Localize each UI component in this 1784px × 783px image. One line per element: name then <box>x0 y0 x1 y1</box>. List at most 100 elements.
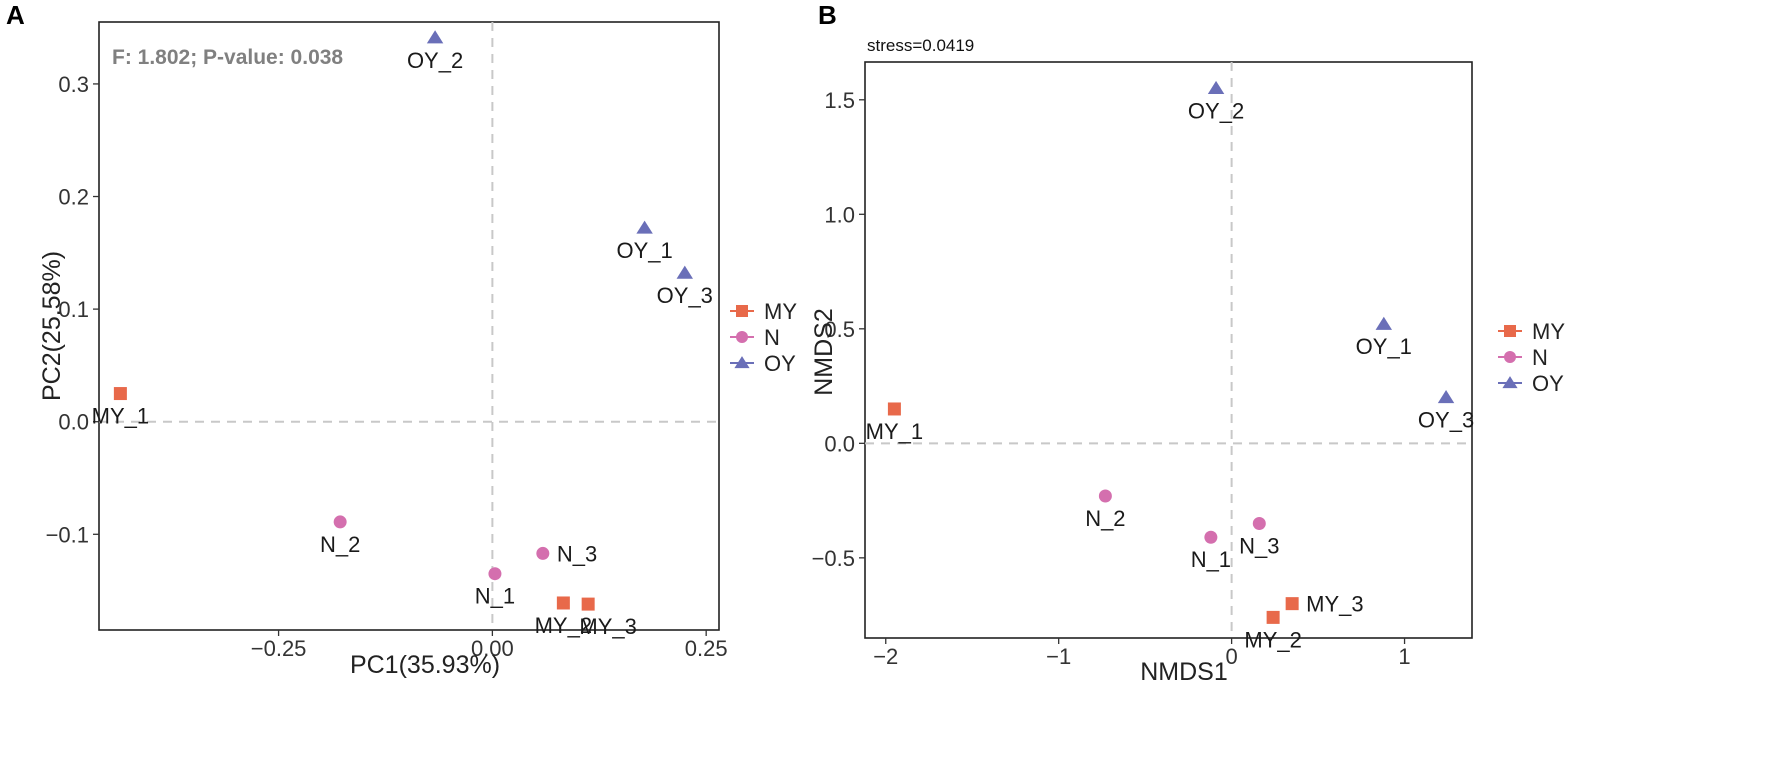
panel-b-y-tick-label: 1.5 <box>824 88 855 113</box>
panel-a-y-axis: −0.1 0.0 0.1 0.2 0.3 <box>46 72 99 547</box>
panel-b-y-tick-label: 0.5 <box>824 317 855 342</box>
point-label: MY_1 <box>866 419 923 444</box>
panel-b-y-axis: −0.5 0.0 0.5 1.0 1.5 <box>812 88 865 571</box>
panel-a-plot-frame <box>98 21 720 631</box>
marker-n <box>1204 530 1218 544</box>
scatter-point-oy-1: OY_1 <box>616 220 673 263</box>
point-label: OY_3 <box>657 283 713 308</box>
marker-oy <box>676 265 694 279</box>
panel-a-letter: A <box>6 0 25 30</box>
scatter-point-n-1: N_1 <box>475 567 515 609</box>
panel-a-y-label: PC2(25.58%) <box>38 251 66 401</box>
panel-b-x-tick-label: 0 <box>1225 644 1237 669</box>
marker-n <box>488 567 502 581</box>
scatter-point-oy-2: OY_2 <box>1188 80 1244 123</box>
marker-my <box>556 596 570 610</box>
marker-n <box>1252 516 1266 530</box>
panel-b-x-tick-label: 1 <box>1398 644 1410 669</box>
legend-marker-my <box>736 305 748 317</box>
marker-oy <box>636 220 653 234</box>
marker-n <box>536 546 550 560</box>
panel-b-y-tick-label: 1.0 <box>824 202 855 227</box>
legend-label: MY <box>1532 319 1565 344</box>
scatter-point-oy-1: OY_1 <box>1356 316 1412 359</box>
legend-marker-oy <box>734 356 750 369</box>
point-label: N_2 <box>1085 506 1125 531</box>
scatter-point-my-3: MY_3 <box>579 597 637 639</box>
legend-label: OY <box>1532 371 1564 396</box>
scatter-point-my-2: MY_2 <box>535 596 592 638</box>
legend-marker-n <box>1504 351 1516 363</box>
marker-my <box>1266 610 1280 624</box>
point-label: OY_1 <box>1356 334 1412 359</box>
scatter-point-oy-2: OY_2 <box>407 30 463 73</box>
scatter-point-n-2: N_2 <box>320 515 360 557</box>
marker-my <box>887 402 901 416</box>
panel-b: B stress=0.0419 −2 −1 0 1 −0.50.00.51.01.5 … <box>810 0 1565 686</box>
panel-a-y-tick-label: 0.0 <box>58 410 89 435</box>
point-label: MY_3 <box>579 614 636 639</box>
scatter-point-my-3: MY_3 <box>1285 592 1364 617</box>
panel-a-y-tick-label: 0.3 <box>58 72 89 97</box>
panel-a: A F: 1.802; P-value: 0.038 −0.25 0.00 0.25… <box>6 0 797 679</box>
legend-item-oy: OY <box>730 351 796 376</box>
panel-a-points: MY_1 MY_2MY_3 N_1 N_2 N_3 OY_1 OY_2 OY_3 <box>92 30 713 639</box>
panel-a-reference-lines <box>99 22 719 630</box>
marker-n <box>333 515 347 529</box>
scatter-point-oy-3: OY_3 <box>1418 390 1474 433</box>
scatter-point-my-1: MY_1 <box>92 387 149 429</box>
panel-a-annotation: F: 1.802; P-value: 0.038 <box>112 46 343 69</box>
panel-a-x-tick-label: −0.25 <box>251 636 307 661</box>
marker-n <box>1098 489 1112 503</box>
panel-a-x-tick-label: 0.25 <box>685 636 728 661</box>
legend-label: MY <box>764 299 797 324</box>
point-label: N_1 <box>475 584 515 609</box>
marker-oy <box>1437 390 1455 404</box>
legend-label: OY <box>764 351 796 376</box>
panel-b-points: MY_1 MY_2MY_3 N_1 N_2 N_3 OY_1 OY_2 OY_3 <box>866 80 1474 652</box>
marker-oy <box>426 30 444 44</box>
point-label: MY_2 <box>535 613 592 638</box>
scatter-point-oy-3: OY_3 <box>657 265 713 308</box>
panel-a-x-tick-label: 0.00 <box>471 636 514 661</box>
marker-oy <box>1375 316 1393 330</box>
panel-b-y-tick-label: 0.0 <box>824 431 855 456</box>
legend-item-oy: OY <box>1498 371 1564 396</box>
panel-b-letter: B <box>818 0 837 30</box>
panel-b-x-label: NMDS1 <box>1140 658 1228 686</box>
panel-b-reference-lines <box>865 62 1472 638</box>
point-label: OY_2 <box>407 48 463 73</box>
scatter-point-my-2: MY_2 <box>1244 610 1302 652</box>
scatter-point-my-1: MY_1 <box>866 402 923 444</box>
panel-a-x-axis: −0.25 0.00 0.25 <box>251 630 728 661</box>
point-label: MY_1 <box>92 404 149 429</box>
panel-b-x-tick-label: −1 <box>1046 644 1071 669</box>
legend-marker-oy <box>1502 376 1518 389</box>
legend-item-my: MY <box>1498 319 1565 344</box>
panel-a-y-tick-label: −0.1 <box>46 522 89 547</box>
marker-oy <box>1207 80 1225 94</box>
legend-marker-my <box>1504 325 1516 337</box>
panel-a-x-label: PC1(35.93%) <box>350 651 500 679</box>
panel-b-x-axis: −2 −1 0 1 <box>873 638 1411 669</box>
point-label: OY_3 <box>1418 408 1474 433</box>
scatter-point-n-2: N_2 <box>1085 489 1126 531</box>
point-label: N_2 <box>320 532 360 557</box>
panel-b-y-tick-label: −0.5 <box>812 546 855 571</box>
scatter-point-n-1: N_1 <box>1191 530 1231 572</box>
marker-my <box>1285 597 1299 611</box>
marker-my <box>113 387 127 401</box>
panel-b-y-label: NMDS2 <box>810 308 838 396</box>
point-label: MY_3 <box>1306 592 1363 617</box>
legend-item-n: N <box>730 325 780 350</box>
scatter-point-n-3: N_3 <box>1239 516 1279 558</box>
legend-marker-n <box>736 331 748 343</box>
panel-b-stress-annotation: stress=0.0419 <box>867 36 974 55</box>
point-label: N_3 <box>557 541 597 566</box>
point-label: OY_1 <box>616 238 672 263</box>
point-label: MY_2 <box>1244 627 1301 652</box>
marker-my <box>581 597 595 611</box>
